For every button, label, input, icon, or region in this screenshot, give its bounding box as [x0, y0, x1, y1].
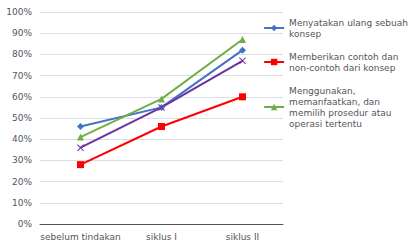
svg-text:siklus I: siklus I: [146, 232, 177, 242]
svg-text:90%: 90%: [12, 28, 32, 38]
svg-text:konsep: konsep: [289, 29, 321, 39]
svg-text:80%: 80%: [12, 49, 32, 59]
svg-text:memilih prosedur atau: memilih prosedur atau: [289, 108, 391, 118]
svg-text:50%: 50%: [12, 113, 32, 123]
svg-text:siklus II: siklus II: [226, 232, 259, 242]
svg-text:memanfaatkan, dan: memanfaatkan, dan: [289, 97, 380, 107]
svg-text:40%: 40%: [12, 134, 32, 144]
svg-text:non-contoh dari konsep: non-contoh dari konsep: [289, 63, 396, 73]
svg-text:Menyatakan ulang sebuah: Menyatakan ulang sebuah: [289, 18, 408, 28]
svg-text:70%: 70%: [12, 71, 32, 81]
svg-text:20%: 20%: [12, 177, 32, 187]
svg-text:Memberikan contoh dan: Memberikan contoh dan: [289, 52, 398, 62]
svg-text:30%: 30%: [12, 155, 32, 165]
svg-text:60%: 60%: [12, 92, 32, 102]
svg-text:Menggunakan,: Menggunakan,: [289, 86, 356, 96]
svg-text:100%: 100%: [6, 7, 32, 17]
svg-text:10%: 10%: [12, 198, 32, 208]
svg-text:sebelum tindakan: sebelum tindakan: [40, 232, 121, 242]
svg-text:operasi tertentu: operasi tertentu: [289, 119, 362, 129]
svg-text:0%: 0%: [18, 219, 33, 229]
